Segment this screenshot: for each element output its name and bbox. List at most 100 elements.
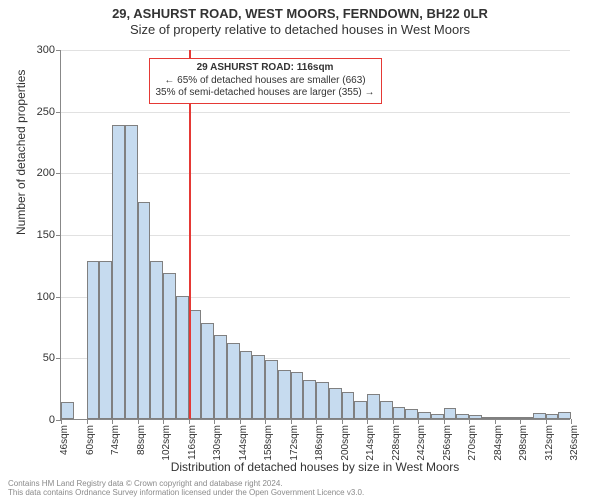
histogram-bar [456,414,469,419]
xtick-label: 158sqm [263,425,274,461]
xtick-label: 270sqm [467,425,478,461]
histogram-bar [316,382,329,419]
histogram-bar [87,261,100,419]
histogram-bar [278,370,291,419]
xtick-mark [138,419,139,424]
histogram-bar [291,372,304,419]
histogram-bar [176,296,189,419]
xtick-label: 312sqm [544,425,555,461]
histogram-bar [558,412,571,419]
histogram-bar [431,414,444,419]
histogram-bar [150,261,163,419]
xtick-label: 326sqm [569,425,580,461]
xtick-mark [367,419,368,424]
xtick-mark [112,419,113,424]
xtick-mark [265,419,266,424]
footer-attribution: Contains HM Land Registry data © Crown c… [8,480,364,498]
ytick-label: 100 [37,291,61,303]
histogram-bar [533,413,546,419]
xtick-label: 186sqm [314,425,325,461]
ytick-label: 150 [37,229,61,241]
histogram-bar [482,417,495,419]
histogram-bar [367,394,380,419]
xtick-label: 130sqm [212,425,223,461]
xtick-label: 242sqm [416,425,427,461]
histogram-bar [405,409,418,419]
chart-area: 05010015020025030046sqm60sqm74sqm88sqm10… [60,50,570,420]
histogram-bar [61,402,74,419]
histogram-bar [303,380,316,419]
histogram-bar [163,273,176,419]
histogram-bar [342,392,355,419]
xtick-mark [418,419,419,424]
xtick-label: 102sqm [161,425,172,461]
title-block: 29, ASHURST ROAD, WEST MOORS, FERNDOWN, … [0,0,600,39]
histogram-bar [380,401,393,420]
xtick-mark [393,419,394,424]
xtick-mark [189,419,190,424]
xtick-mark [444,419,445,424]
footer-line2: This data contains Ordnance Survey infor… [8,489,364,498]
histogram-bar [546,414,559,419]
xtick-label: 228sqm [391,425,402,461]
xtick-label: 60sqm [85,425,96,455]
grid-line [61,50,570,51]
xtick-mark [240,419,241,424]
xtick-mark [342,419,343,424]
xtick-label: 256sqm [442,425,453,461]
histogram-bar [444,408,457,419]
property-marker-line [189,50,191,419]
xtick-label: 284sqm [493,425,504,461]
ytick-label: 300 [37,44,61,56]
xtick-label: 74sqm [110,425,121,455]
ytick-label: 250 [37,106,61,118]
histogram-bar [138,202,151,419]
callout-line2: ← 65% of detached houses are smaller (66… [156,75,375,88]
histogram-bar [214,335,227,419]
xtick-label: 88sqm [136,425,147,455]
xtick-label: 144sqm [238,425,249,461]
title-main: 29, ASHURST ROAD, WEST MOORS, FERNDOWN, … [0,6,600,22]
histogram-bar [418,412,431,419]
xtick-label: 200sqm [340,425,351,461]
grid-line [61,112,570,113]
xtick-mark [61,419,62,424]
histogram-bar [265,360,278,419]
histogram-bar [469,415,482,419]
xtick-mark [163,419,164,424]
xtick-mark [495,419,496,424]
xtick-label: 172sqm [289,425,300,461]
histogram-bar [112,125,125,419]
histogram-bar [354,401,367,420]
callout-box: 29 ASHURST ROAD: 116sqm← 65% of detached… [149,58,382,104]
x-axis-title: Distribution of detached houses by size … [60,460,570,474]
histogram-bar [329,388,342,419]
plot-region: 05010015020025030046sqm60sqm74sqm88sqm10… [60,50,570,420]
histogram-bar [125,125,138,419]
xtick-mark [546,419,547,424]
xtick-mark [87,419,88,424]
xtick-mark [316,419,317,424]
xtick-mark [214,419,215,424]
xtick-mark [520,419,521,424]
xtick-label: 298sqm [518,425,529,461]
histogram-bar [99,261,112,419]
ytick-label: 50 [43,352,61,364]
histogram-bar [201,323,214,419]
xtick-mark [469,419,470,424]
histogram-bar [252,355,265,419]
xtick-mark [291,419,292,424]
callout-title: 29 ASHURST ROAD: 116sqm [156,62,375,75]
xtick-label: 214sqm [365,425,376,461]
title-sub: Size of property relative to detached ho… [0,22,600,38]
histogram-bar [227,343,240,419]
y-axis-title: Number of detached properties [14,70,28,235]
histogram-bar [520,417,533,419]
histogram-bar [507,417,520,419]
histogram-bar [393,407,406,419]
chart-container: 29, ASHURST ROAD, WEST MOORS, FERNDOWN, … [0,0,600,500]
ytick-label: 200 [37,167,61,179]
xtick-mark [571,419,572,424]
histogram-bar [240,351,253,419]
callout-line3: 35% of semi-detached houses are larger (… [156,87,375,100]
